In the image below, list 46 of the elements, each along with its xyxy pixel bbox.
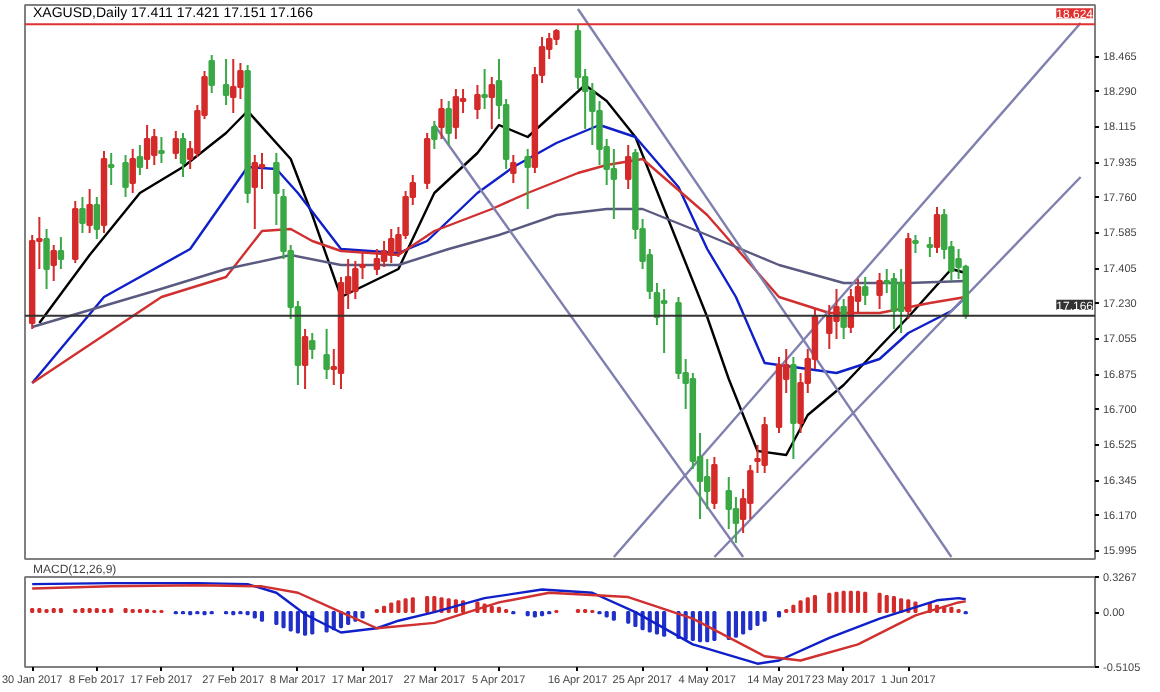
candlestick xyxy=(926,236,934,258)
candlestick xyxy=(301,328,309,390)
candlestick xyxy=(309,332,316,360)
candlestick xyxy=(897,268,905,334)
candlestick xyxy=(208,54,215,94)
candlestick xyxy=(136,144,144,176)
candlestick xyxy=(423,132,431,190)
candlestick xyxy=(258,152,266,190)
candlestick xyxy=(79,196,86,234)
candlestick xyxy=(890,272,898,330)
candlestick xyxy=(431,120,438,150)
candlestick xyxy=(452,88,460,140)
candlestick xyxy=(876,272,883,310)
candlestick xyxy=(840,298,847,340)
line-series xyxy=(30,207,967,329)
candlestick xyxy=(761,416,768,474)
candlestick xyxy=(524,148,531,210)
candlestick xyxy=(57,236,65,270)
candlestick xyxy=(143,124,151,170)
candlestick xyxy=(107,152,115,186)
candlestick xyxy=(93,196,101,240)
candlestick xyxy=(660,288,668,354)
candlestick xyxy=(388,228,395,264)
candlestick xyxy=(438,98,445,140)
candlestick xyxy=(158,136,165,164)
candlestick xyxy=(323,328,330,380)
candlestick xyxy=(129,148,136,194)
candlestick xyxy=(222,58,230,106)
candlestick xyxy=(86,188,93,234)
candlestick xyxy=(481,68,488,110)
candlestick xyxy=(43,228,50,290)
candlestick xyxy=(510,154,517,184)
candlestick xyxy=(251,154,259,230)
candlestick xyxy=(122,154,129,198)
candlestick xyxy=(151,128,158,166)
candlestick xyxy=(711,456,718,510)
candlestick xyxy=(445,100,452,146)
candlestick xyxy=(474,84,481,120)
candlestick xyxy=(179,132,187,178)
candlestick xyxy=(50,244,57,282)
candlestick xyxy=(933,206,941,254)
candlestick xyxy=(488,76,495,130)
candlestick xyxy=(373,248,381,276)
candlestick xyxy=(861,276,869,306)
candlestick xyxy=(230,58,237,114)
candlestick xyxy=(172,130,180,160)
